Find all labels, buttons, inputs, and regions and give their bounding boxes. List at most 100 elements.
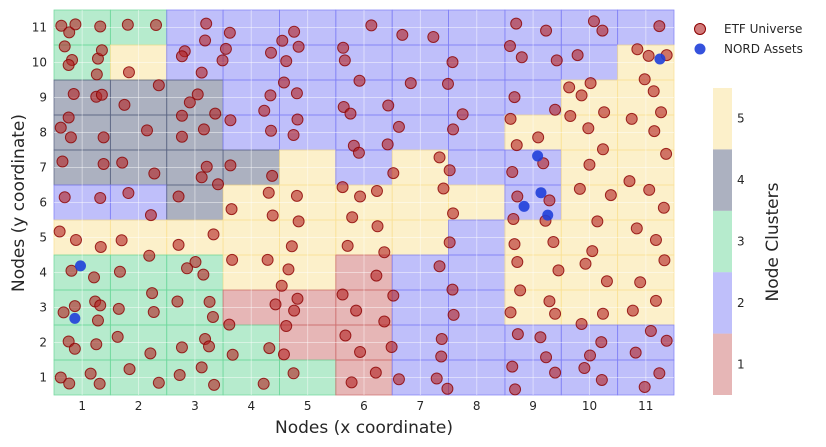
etf-point [175, 109, 188, 122]
etf-point [292, 215, 305, 228]
colorbar-segment [713, 149, 732, 211]
x-tick-label: 10 [582, 399, 597, 413]
etf-point [549, 103, 562, 116]
etf-point [392, 120, 405, 133]
x-axis-ticks: 1 2 3 4 5 6 7 8 9 10 11 [78, 399, 653, 413]
etf-point [147, 306, 160, 319]
etf-point [430, 372, 443, 385]
etf-point [280, 55, 293, 68]
etf-point [53, 225, 66, 238]
etf-point [336, 288, 349, 301]
etf-point [282, 263, 295, 276]
etf-point [143, 249, 156, 262]
etf-point [269, 298, 282, 311]
etf-point [543, 295, 556, 308]
cluster-cell [166, 149, 224, 186]
etf-point [532, 131, 545, 144]
etf-point [433, 260, 446, 273]
etf-point [150, 19, 163, 32]
y-tick-label: 7 [39, 161, 47, 175]
etf-point [336, 181, 349, 194]
x-tick-label: 3 [191, 399, 199, 413]
etf-point [387, 167, 400, 180]
etf-point [625, 112, 638, 125]
cluster-cell [279, 149, 337, 186]
etf-point [280, 320, 293, 333]
etf-point [264, 89, 277, 102]
etf-point [67, 88, 80, 100]
etf-point [370, 269, 383, 282]
etf-point [69, 18, 82, 31]
etf-point [631, 43, 644, 56]
etf-point [575, 317, 588, 330]
etf-point [549, 307, 562, 320]
etf-point [510, 17, 523, 30]
etf-point [370, 184, 383, 197]
etf-point [111, 330, 124, 343]
colorbar-segment [713, 333, 732, 395]
etf-point [506, 166, 519, 179]
colorbar-segment [713, 88, 732, 150]
etf-point [292, 40, 305, 53]
etf-point [595, 336, 608, 349]
etf-point [62, 58, 75, 71]
etf-point [277, 348, 290, 361]
cluster-cell [391, 114, 449, 151]
etf-point [290, 189, 303, 202]
etf-point [97, 131, 110, 144]
etf-point [550, 54, 563, 67]
etf-point [175, 50, 188, 63]
etf-point [653, 367, 666, 380]
cluster-cell [166, 324, 224, 361]
etf-point [365, 19, 378, 32]
etf-point [435, 350, 448, 363]
etf-point [189, 256, 202, 268]
etf-point [291, 113, 304, 126]
etf-point [288, 304, 301, 317]
etf-point [596, 24, 609, 37]
etf-point [223, 318, 236, 331]
etf-point [197, 123, 210, 136]
etf-point [69, 233, 82, 246]
etf-point [387, 289, 400, 302]
nord-point [654, 53, 666, 65]
etf-point [378, 246, 391, 259]
etf-point [175, 130, 188, 143]
etf-point [643, 183, 656, 196]
etf-point [224, 114, 237, 127]
etf-point [571, 49, 584, 62]
etf-point [64, 131, 77, 144]
nord-point [535, 187, 547, 199]
etf-point [94, 191, 107, 204]
etf-point [346, 211, 359, 224]
etf-point [658, 254, 671, 267]
cluster-cell [617, 289, 675, 326]
y-tick-label: 2 [39, 336, 47, 350]
etf-point [195, 171, 208, 184]
etf-point [203, 295, 216, 308]
etf-point [341, 239, 354, 252]
y-tick-label: 3 [39, 301, 47, 315]
etf-point [441, 382, 454, 395]
etf-point [578, 362, 591, 375]
etf-point [630, 222, 643, 235]
etf-point [122, 187, 135, 200]
etf-point [584, 349, 597, 362]
etf-point [263, 342, 276, 355]
legend-marker-nord [694, 43, 706, 55]
etf-point [152, 376, 165, 389]
y-tick-label: 6 [39, 196, 47, 210]
etf-point [290, 87, 303, 100]
etf-point [596, 143, 609, 156]
etf-point [171, 295, 184, 308]
etf-point [506, 360, 519, 373]
etf-point [540, 24, 553, 37]
etf-point [118, 98, 131, 111]
etf-point [172, 190, 185, 203]
etf-point [58, 40, 71, 53]
y-tick-label: 9 [39, 91, 47, 105]
cluster-cell [222, 219, 280, 256]
etf-point [123, 363, 136, 376]
etf-point [223, 26, 236, 39]
etf-point [141, 124, 153, 137]
